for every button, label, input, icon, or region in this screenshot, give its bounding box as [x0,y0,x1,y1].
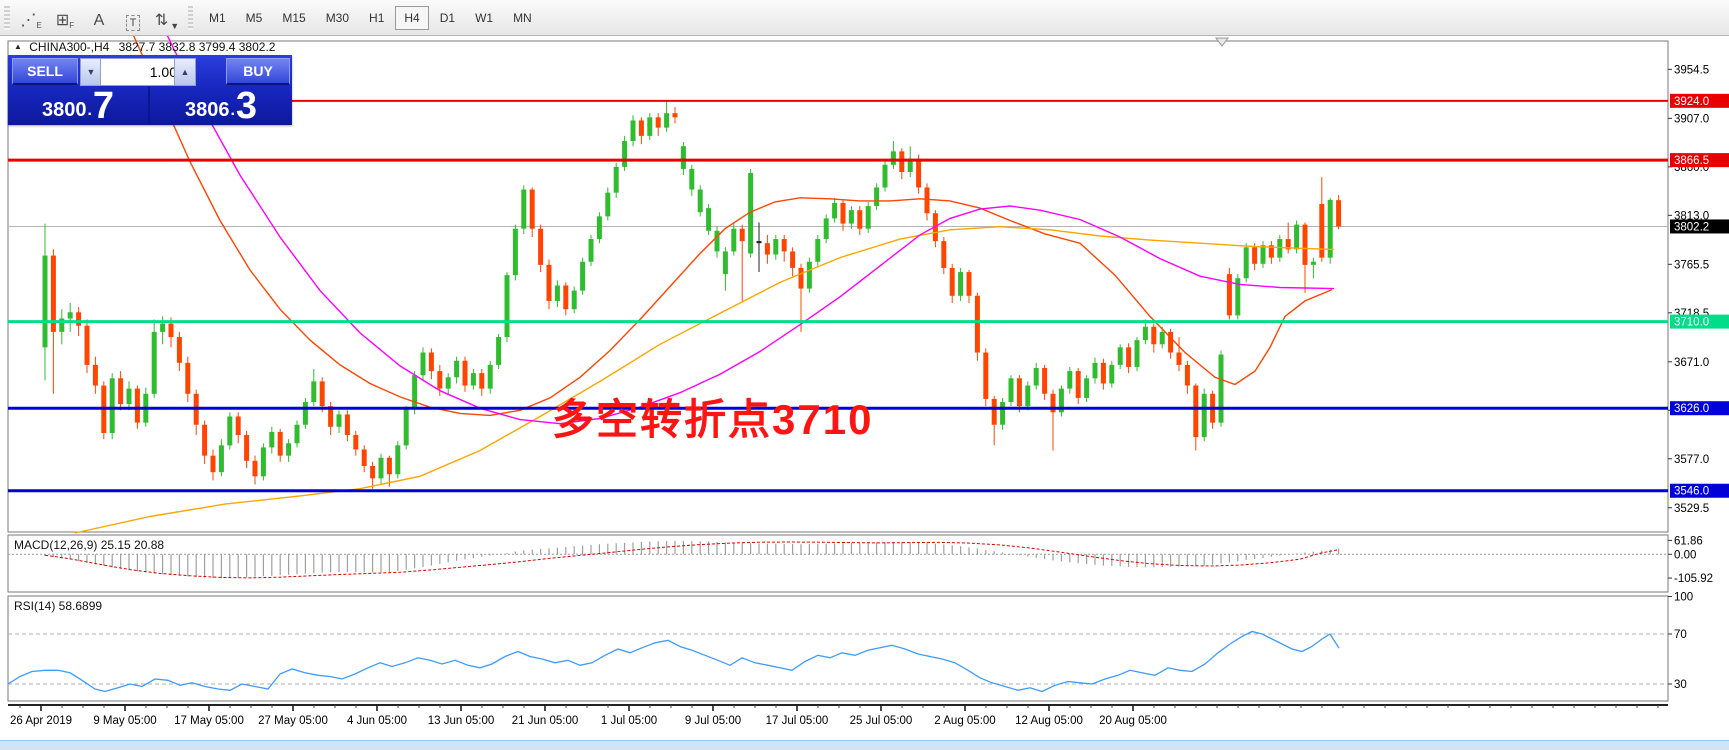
timeframe-button-mn[interactable]: MN [513,10,532,25]
chart-title: ▲ CHINA300-,H4 3827.7 3832.8 3799.4 3802… [14,40,281,54]
time-tick-label: 26 Apr 2019 [10,715,72,727]
chart-annotation: 多空转折点3710 [552,396,874,443]
timeframe-buttons: M1 M5 M15 M30 H1 H4 D1 W1 MN [199,5,542,30]
price-badge [1670,93,1729,108]
sell-price-dot: . [87,102,92,119]
sell-price-main: 3800 [41,99,87,121]
window-bottom-strip [0,740,1729,750]
time-tick-label: 17 Jul 05:00 [766,715,829,727]
time-tick-label: 25 Jul 05:00 [850,715,913,727]
ma-slow-magenta [164,30,1335,425]
sell-button[interactable]: SELL [12,58,78,85]
buy-price-main: 3806 [184,99,230,121]
volume-input[interactable] [100,58,184,86]
price-tick-label: 3813.0 [1674,210,1709,222]
price-badge [1670,153,1729,168]
grid-icon[interactable]: ⊞ F [55,11,75,30]
toolbar: ⋰ E ⊞ F A T ⇅ ▼ M1 M5 M15 M30 H1 H4 D1 W1 MN [0,0,1729,36]
chart-shift-marker-icon [1215,37,1229,47]
macd-histogram [44,540,1340,579]
price-tick-label: 3765.5 [1674,259,1709,271]
sell-price-big-digit: 7 [92,85,115,127]
time-tick-label: 12 Aug 05:00 [1015,715,1083,727]
trade-panel-prices: 3800 . 7 3806 . 3 [8,87,292,125]
price-tick-label: 3577.0 [1674,454,1709,466]
buy-button[interactable]: BUY [226,58,290,85]
time-tick-label: 27 May 05:00 [258,715,328,727]
price-badge [1670,483,1729,498]
svg-text:3802.2: 3802.2 [1674,221,1709,233]
time-tick-label: 9 Jul 05:00 [685,715,741,727]
time-tick-label: 17 May 05:00 [174,715,244,727]
timeframe-button-m5[interactable]: M5 [245,10,263,25]
rsi-label: RSI(14) 58.6899 [14,599,103,613]
toolbar-tools: ⋰ E ⊞ F A T ⇅ ▼ [14,5,184,31]
rsi-tick-label: 100 [1674,592,1693,604]
timeframe-button-m30[interactable]: M30 [325,10,350,25]
symbol-period: CHINA300-,H4 [29,40,110,54]
timeframe-button-d1[interactable]: D1 [439,10,456,25]
timeframe-button-m1[interactable]: M1 [209,10,226,25]
text-label-icon[interactable]: A [93,11,105,29]
macd-label: MACD(12,26,9) 25.15 20.88 [14,538,165,552]
toolbar-drag-handle[interactable] [4,5,10,30]
rsi-pane [7,595,1669,702]
trade-panel-buttons: SELL ▼ ▲ BUY [8,58,292,86]
buy-price-big-digit: 3 [235,85,258,127]
rsi-tick-label: 30 [1674,679,1687,691]
price-tick-label: 3671.0 [1674,357,1709,369]
price-tick-label: 3907.0 [1674,113,1709,125]
macd-tick-label: 61.86 [1674,535,1703,547]
svg-text:3710.0: 3710.0 [1674,317,1709,329]
time-tick-label: 20 Aug 05:00 [1099,715,1167,727]
time-tick-label: 2 Aug 05:00 [934,715,995,727]
ohlc-values: 3827.7 3832.8 3799.4 3802.2 [118,40,276,54]
svg-text:3546.0: 3546.0 [1674,486,1709,498]
time-tick-label: 9 May 05:00 [93,715,156,727]
time-tick-label: 21 Jun 05:00 [512,715,579,727]
timeframe-button-h4[interactable]: H4 [395,5,429,30]
draw-study-icon[interactable]: ⋰ E [20,11,42,30]
time-tick-label: 4 Jun 05:00 [347,715,407,727]
timeframe-button-w1[interactable]: W1 [475,10,494,25]
buy-price[interactable]: 3806 . 3 [150,87,292,125]
price-tick-label: 3529.5 [1674,503,1709,515]
macd-pane [7,534,1669,593]
timeframe-button-h1[interactable]: H1 [369,10,385,25]
macd-tick-label: -105.92 [1674,573,1713,585]
volume-decrease-button[interactable]: ▼ [80,58,102,86]
arrange-icon[interactable]: ⇅ ▼ [154,11,180,31]
ma-fast-orangered [129,27,1333,417]
macd-signal-line [44,541,1340,579]
sell-price[interactable]: 3800 . 7 [8,87,150,125]
svg-text:3866.5: 3866.5 [1674,155,1709,167]
rsi-line [7,630,1340,693]
svg-text:3924.0: 3924.0 [1674,96,1709,108]
current-price-badge [1670,219,1729,234]
macd-tick-label: 0.00 [1674,549,1696,561]
price-badge [1670,401,1729,416]
buy-price-dot: . [230,102,235,119]
timeframe-button-m15[interactable]: M15 [282,10,306,25]
trade-panel: SELL ▼ ▲ BUY 3800 . 7 3806 . 3 [8,55,292,125]
price-tick-label: 3954.5 [1674,64,1709,76]
toolbar-separator [188,5,193,30]
svg-text:3626.0: 3626.0 [1674,403,1709,415]
time-tick-label: 13 Jun 05:00 [428,715,495,727]
collapse-arrow-icon[interactable]: ▲ [14,42,22,51]
volume-increase-button[interactable]: ▲ [174,58,196,86]
price-badge [1670,314,1729,329]
time-tick-label: 1 Jul 05:00 [601,715,657,727]
text-box-icon[interactable]: T [118,5,148,31]
rsi-tick-label: 70 [1674,629,1687,641]
